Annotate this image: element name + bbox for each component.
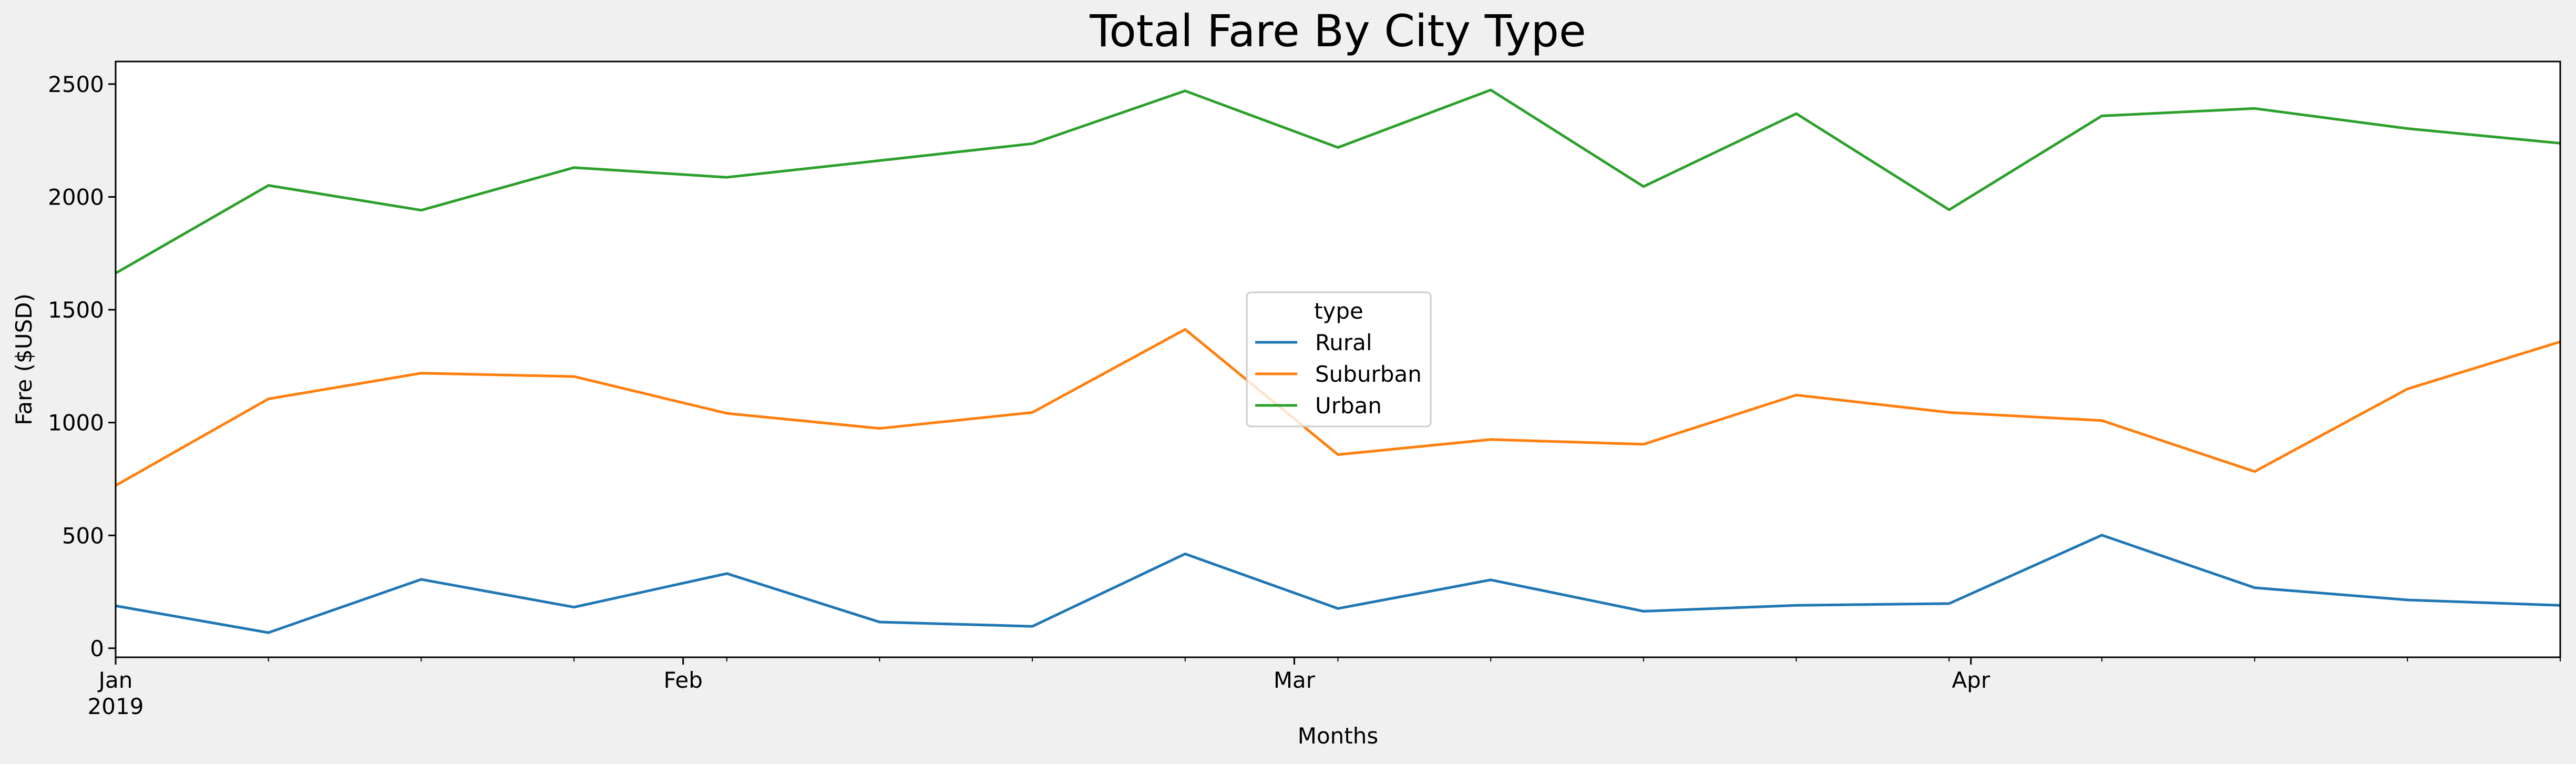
legend-title: type [1314, 298, 1363, 324]
y-tick-label: 0 [90, 636, 104, 661]
series-line-urban [116, 88, 2560, 274]
legend-label-rural: Rural [1315, 330, 1372, 355]
x-tick-label: Apr [1952, 667, 1990, 693]
legend: type Rural Suburban Urban [1246, 291, 1432, 427]
series-line-rural [116, 534, 2560, 634]
series-lines [116, 88, 2560, 634]
y-tick-label: 1500 [48, 297, 104, 323]
x-tick-sublabel: 2019 [88, 694, 144, 719]
series-line-suburban [116, 328, 2560, 487]
y-tick-label: 2000 [48, 185, 104, 210]
y-tick-label: 500 [62, 523, 104, 548]
y-axis: 0 500 1000 1500 2000 2500 [48, 72, 116, 661]
x-axis-label: Months [1298, 723, 1379, 749]
legend-items: Rural Suburban Urban [1255, 330, 1422, 419]
y-tick-label: 2500 [48, 72, 104, 97]
x-tick-label: Jan [97, 667, 133, 693]
x-tick-label: Feb [664, 667, 703, 693]
y-tick-label: 1000 [48, 410, 104, 436]
legend-label-suburban: Suburban [1315, 361, 1422, 387]
legend-label-urban: Urban [1315, 393, 1382, 419]
y-axis-label: Fare ($USD) [11, 293, 37, 425]
chart-title: Total Fare By City Type [1089, 5, 1586, 57]
legend-box [1246, 291, 1432, 427]
x-tick-label: Mar [1274, 667, 1316, 693]
